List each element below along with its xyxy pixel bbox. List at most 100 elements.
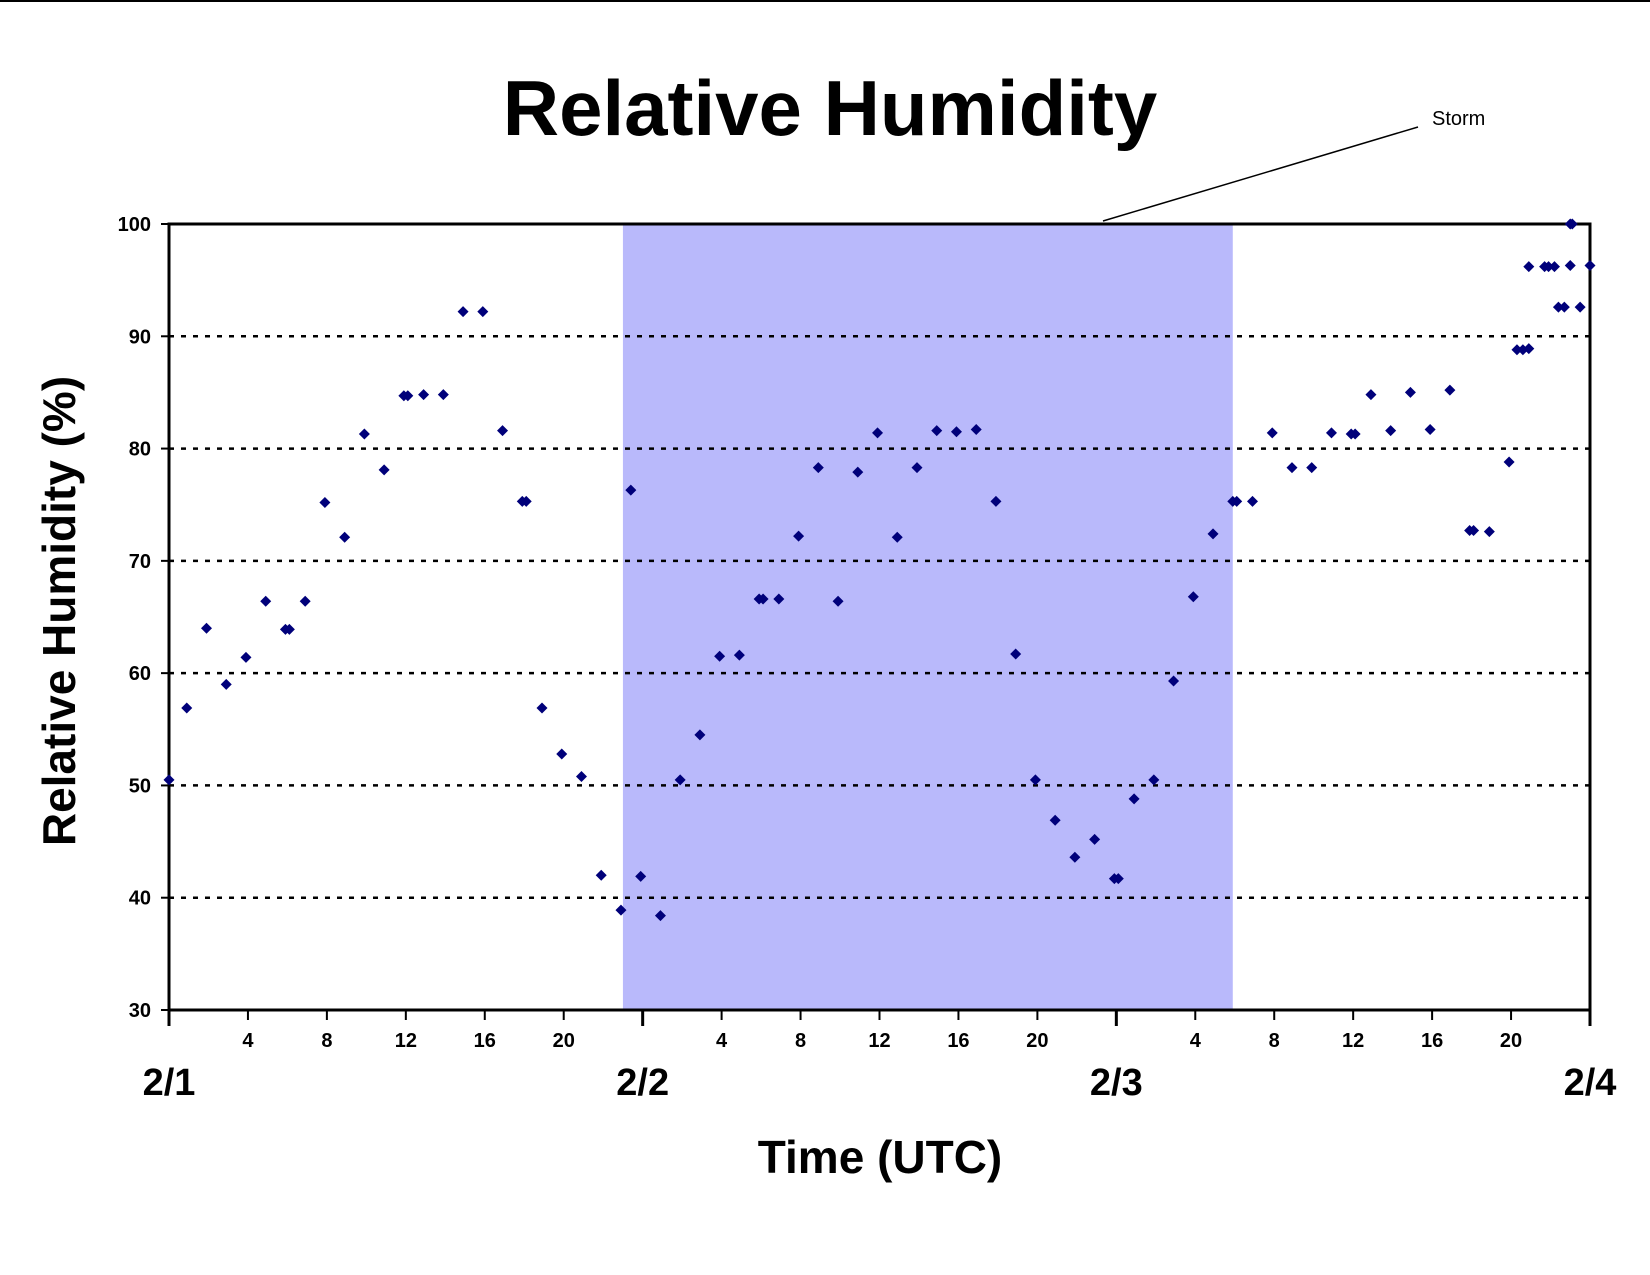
- data-point: [1424, 423, 1436, 435]
- data-point: [1231, 495, 1243, 507]
- data-point: [931, 425, 943, 437]
- date-label: 2/3: [1090, 1062, 1143, 1104]
- data-point: [1574, 301, 1586, 313]
- x-tick-label: 4: [1190, 1030, 1202, 1052]
- y-tick-label: 50: [129, 775, 151, 797]
- data-point: [319, 496, 331, 508]
- data-point: [793, 530, 805, 542]
- data-point: [556, 748, 568, 760]
- y-tick-label: 60: [129, 663, 151, 685]
- x-tick-label: 4: [716, 1030, 728, 1052]
- data-point: [674, 774, 686, 786]
- x-tick-label: 16: [1421, 1030, 1443, 1052]
- data-point: [240, 651, 252, 663]
- data-point: [832, 595, 844, 607]
- y-tick-label: 90: [129, 326, 151, 348]
- data-point: [1069, 851, 1081, 863]
- y-tick-label: 30: [129, 1000, 151, 1022]
- data-point: [1558, 301, 1570, 313]
- data-point: [1483, 526, 1495, 538]
- x-tick-label: 8: [795, 1030, 806, 1052]
- y-tick-label: 70: [129, 551, 151, 573]
- data-point: [773, 593, 785, 605]
- gridlines: [169, 335, 1590, 899]
- data-point: [595, 869, 607, 881]
- data-point: [970, 423, 982, 435]
- data-point: [990, 495, 1002, 507]
- data-point: [1523, 261, 1535, 273]
- x-tick-label: 16: [947, 1030, 969, 1052]
- data-point: [339, 531, 351, 543]
- data-point: [694, 729, 706, 741]
- data-point: [497, 425, 509, 437]
- data-point: [1564, 260, 1576, 272]
- date-label: 2/4: [1564, 1062, 1617, 1104]
- data-point: [872, 427, 884, 439]
- data-point: [1511, 344, 1523, 356]
- data-point: [181, 702, 193, 714]
- data-point: [1349, 428, 1361, 440]
- data-point: [220, 678, 232, 690]
- data-point: [1168, 675, 1180, 687]
- data-point: [418, 389, 430, 401]
- data-point: [1089, 833, 1101, 845]
- storm-annotation-leader: [1102, 126, 1419, 222]
- storm-annotation: Storm: [1432, 108, 1485, 130]
- data-point: [299, 595, 311, 607]
- x-tick-label: 20: [553, 1030, 575, 1052]
- data-point: [437, 389, 449, 401]
- data-point: [1385, 425, 1397, 437]
- data-point: [654, 910, 666, 922]
- data-point: [1029, 774, 1041, 786]
- data-point: [1112, 873, 1124, 885]
- data-point: [1523, 343, 1535, 355]
- data-point: [1148, 774, 1160, 786]
- y-tick-label: 40: [129, 888, 151, 910]
- data-point: [1404, 386, 1416, 398]
- storm-highlight-band: [622, 224, 1233, 1010]
- data-point: [1266, 427, 1278, 439]
- data-point: [1306, 462, 1318, 474]
- x-tick-label: 16: [474, 1030, 496, 1052]
- data-point: [1566, 218, 1578, 230]
- data-point: [358, 428, 370, 440]
- data-point: [1548, 261, 1560, 273]
- data-point: [1207, 528, 1219, 540]
- data-point: [757, 593, 769, 605]
- data-point: [536, 702, 548, 714]
- data-point: [812, 462, 824, 474]
- x-tick-label: 12: [868, 1030, 890, 1052]
- y-axis-ticks: 30 40 50 60 70 80 90 100: [118, 214, 169, 1022]
- data-point: [1365, 389, 1377, 401]
- data-point: [1552, 301, 1564, 313]
- x-axis-label: Time (UTC): [758, 1131, 1003, 1183]
- data-point: [891, 531, 903, 543]
- data-point: [1010, 648, 1022, 660]
- data-point: [615, 904, 627, 916]
- data-point: [1286, 462, 1298, 474]
- data-point: [520, 495, 532, 507]
- x-tick-label: 4: [242, 1030, 254, 1052]
- x-tick-label: 8: [321, 1030, 332, 1052]
- data-point: [950, 426, 962, 438]
- x-tick-label: 20: [1026, 1030, 1048, 1052]
- data-point: [714, 650, 726, 662]
- data-point: [457, 306, 469, 318]
- x-tick-label: 12: [395, 1030, 417, 1052]
- data-point: [1468, 525, 1480, 537]
- x-axis-ticks: 4 8 12 16 20 4 8 12 16 20 4 8 12 16 20 2/1 2/2 2/3 2/4: [143, 1010, 1617, 1104]
- data-point: [1444, 384, 1456, 396]
- data-point: [1325, 427, 1337, 439]
- data-point: [575, 770, 587, 782]
- chart-title: Relative Humidity: [503, 64, 1158, 152]
- data-point: [1128, 793, 1140, 805]
- data-point: [635, 870, 647, 882]
- data-point: [477, 306, 489, 318]
- x-tick-label: 12: [1342, 1030, 1364, 1052]
- data-point: [260, 595, 272, 607]
- data-point: [1543, 261, 1555, 273]
- data-point: [163, 774, 175, 786]
- y-axis-label: Relative Humidity (%): [33, 376, 85, 846]
- data-point: [1187, 591, 1199, 603]
